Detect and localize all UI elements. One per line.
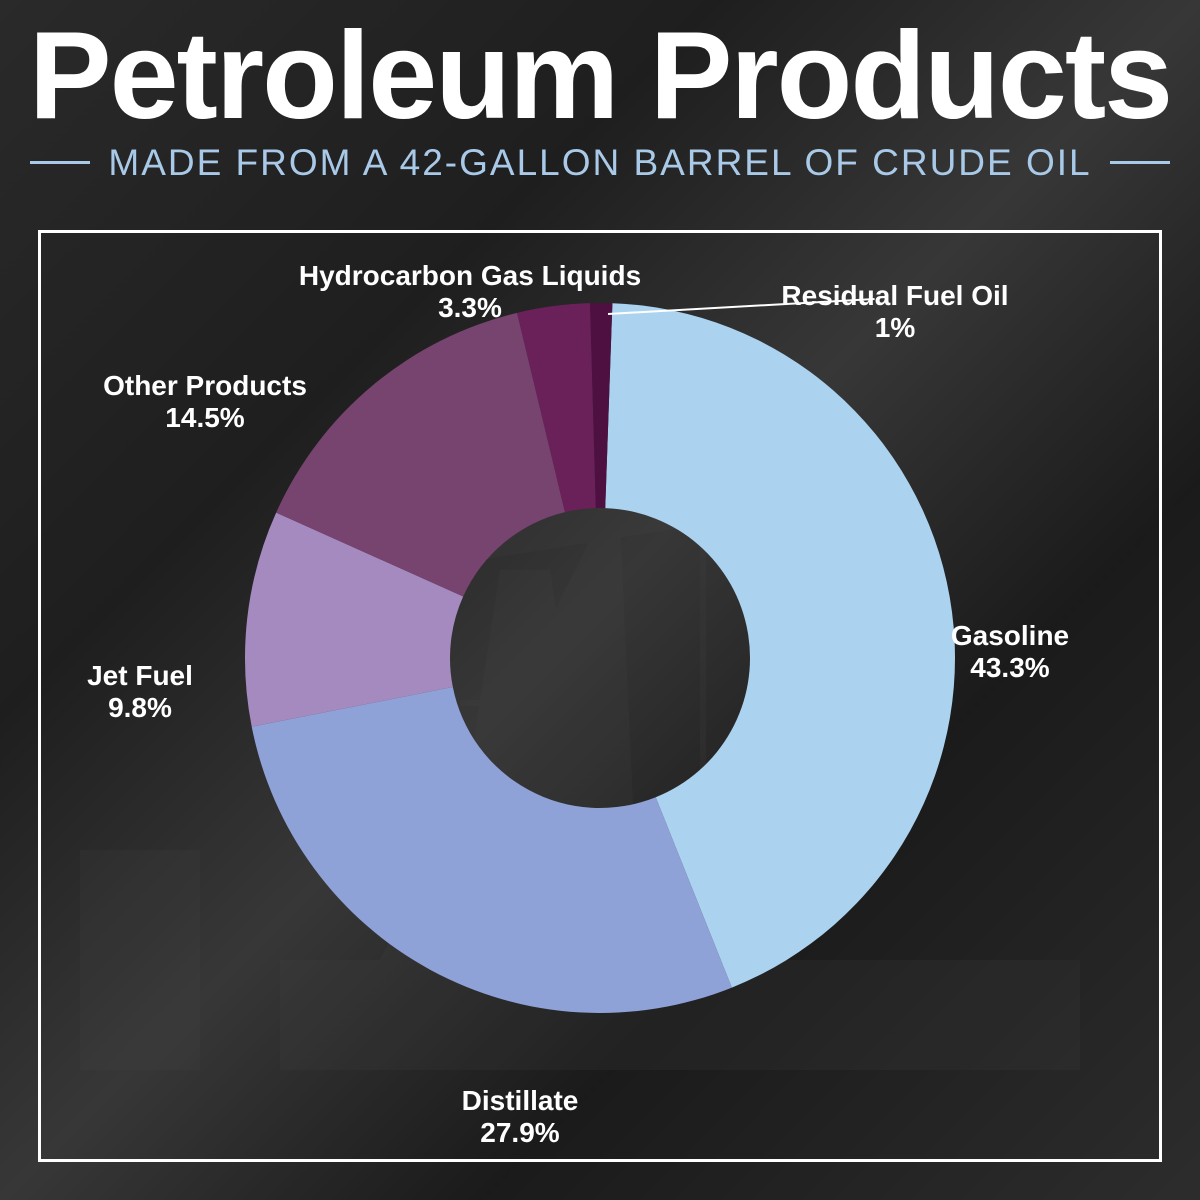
- slice-name: Distillate: [462, 1085, 579, 1117]
- slice-name: Jet Fuel: [87, 660, 193, 692]
- slice-label: Hydrocarbon Gas Liquids3.3%: [299, 260, 641, 324]
- subtitle-rule-left: [30, 161, 90, 164]
- slice-pct: 27.9%: [462, 1117, 579, 1149]
- slice-label: Residual Fuel Oil1%: [781, 280, 1008, 344]
- slice-name: Residual Fuel Oil: [781, 280, 1008, 312]
- slice-label: Distillate27.9%: [462, 1085, 579, 1149]
- slice-label: Jet Fuel9.8%: [87, 660, 193, 724]
- slice-name: Hydrocarbon Gas Liquids: [299, 260, 641, 292]
- slice-label: Other Products14.5%: [103, 370, 307, 434]
- slice-pct: 3.3%: [299, 292, 641, 324]
- subtitle-row: MADE FROM A 42-GALLON BARREL OF CRUDE OI…: [0, 142, 1200, 184]
- slice-name: Gasoline: [951, 620, 1069, 652]
- slice-pct: 43.3%: [951, 652, 1069, 684]
- page-title: Petroleum Products: [0, 18, 1200, 136]
- donut-slice: [252, 687, 732, 1013]
- slice-pct: 9.8%: [87, 692, 193, 724]
- slice-pct: 14.5%: [103, 402, 307, 434]
- subtitle-rule-right: [1110, 161, 1170, 164]
- page-subtitle: MADE FROM A 42-GALLON BARREL OF CRUDE OI…: [108, 142, 1091, 184]
- slice-name: Other Products: [103, 370, 307, 402]
- title-block: Petroleum Products MADE FROM A 42-GALLON…: [0, 0, 1200, 184]
- slice-pct: 1%: [781, 312, 1008, 344]
- donut-chart: [240, 298, 960, 1018]
- slice-label: Gasoline43.3%: [951, 620, 1069, 684]
